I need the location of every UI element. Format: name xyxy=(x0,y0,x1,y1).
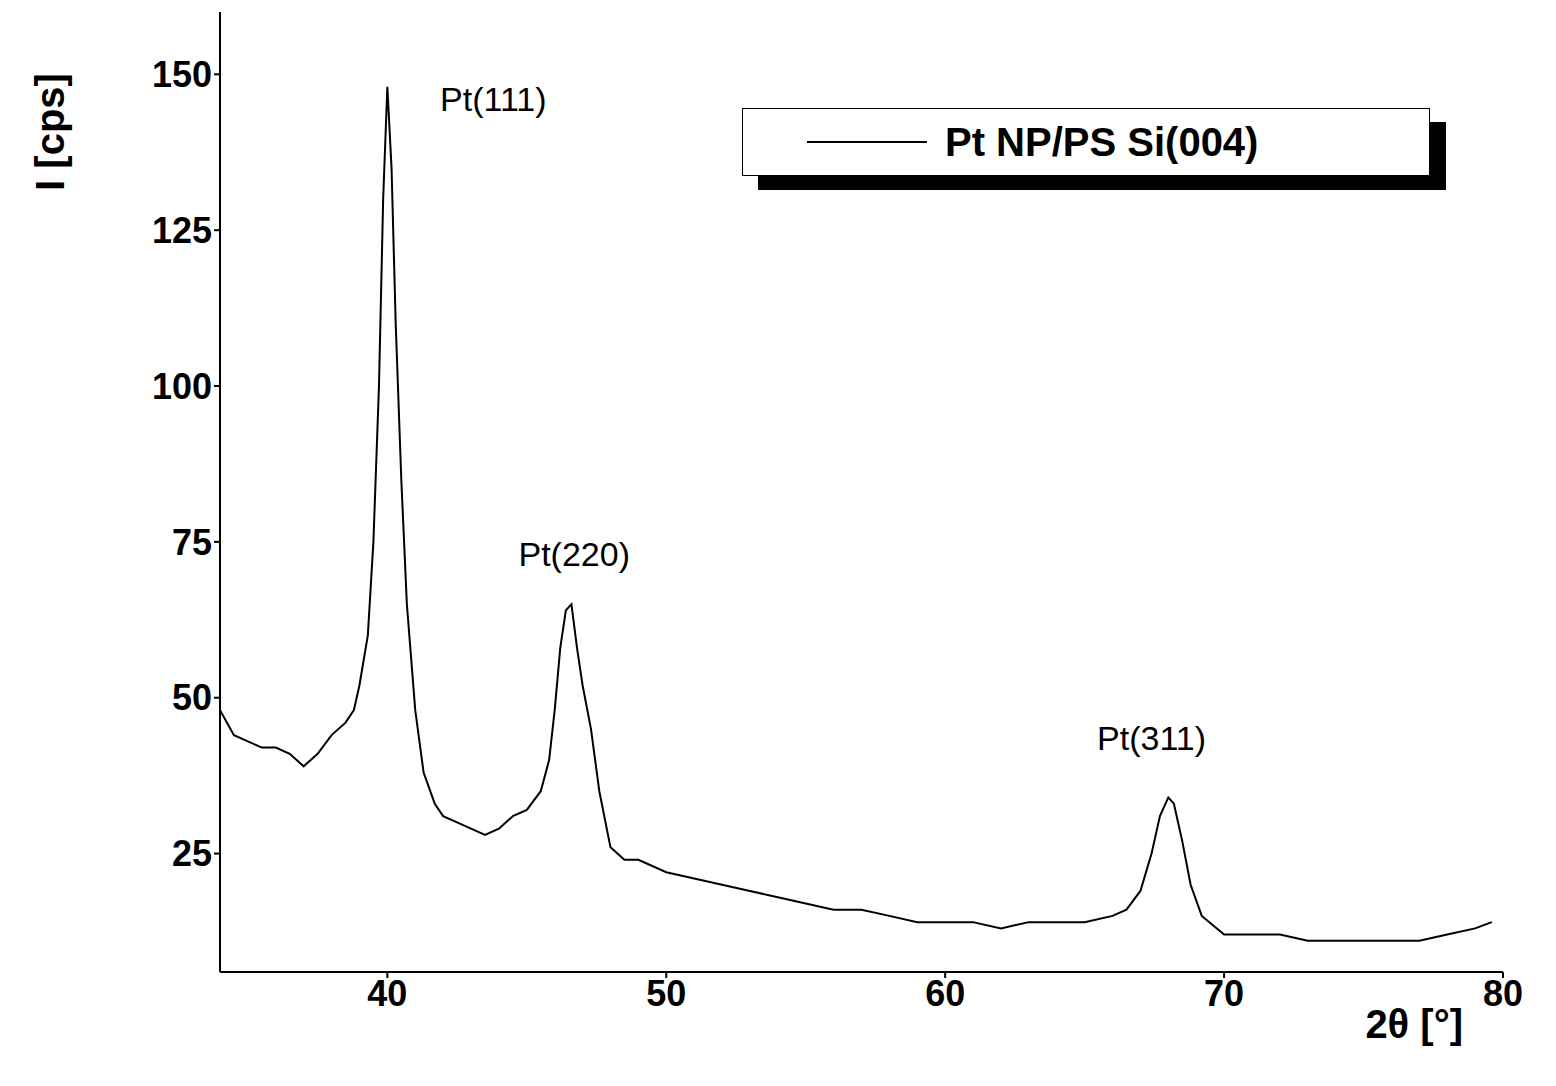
svg-text:60: 60 xyxy=(925,973,965,1014)
svg-text:50: 50 xyxy=(646,973,686,1014)
svg-text:Pt(111): Pt(111) xyxy=(440,80,546,118)
svg-text:I [cps]: I [cps] xyxy=(28,73,72,191)
svg-text:Pt(220): Pt(220) xyxy=(518,535,630,573)
svg-text:125: 125 xyxy=(152,210,212,251)
svg-text:Pt(311): Pt(311) xyxy=(1097,719,1206,757)
svg-text:25: 25 xyxy=(172,833,212,874)
svg-text:70: 70 xyxy=(1204,973,1244,1014)
svg-text:2θ [°]: 2θ [°] xyxy=(1365,1002,1463,1046)
html-text:Pt NP/PS Si(004): Pt NP/PS Si(004) xyxy=(945,119,1259,164)
svg-text:40: 40 xyxy=(367,973,407,1014)
svg-text:50: 50 xyxy=(172,677,212,718)
svg-text:100: 100 xyxy=(152,366,212,407)
svg-text:80: 80 xyxy=(1483,973,1523,1014)
svg-text:75: 75 xyxy=(172,522,212,563)
svg-text:150: 150 xyxy=(152,54,212,95)
